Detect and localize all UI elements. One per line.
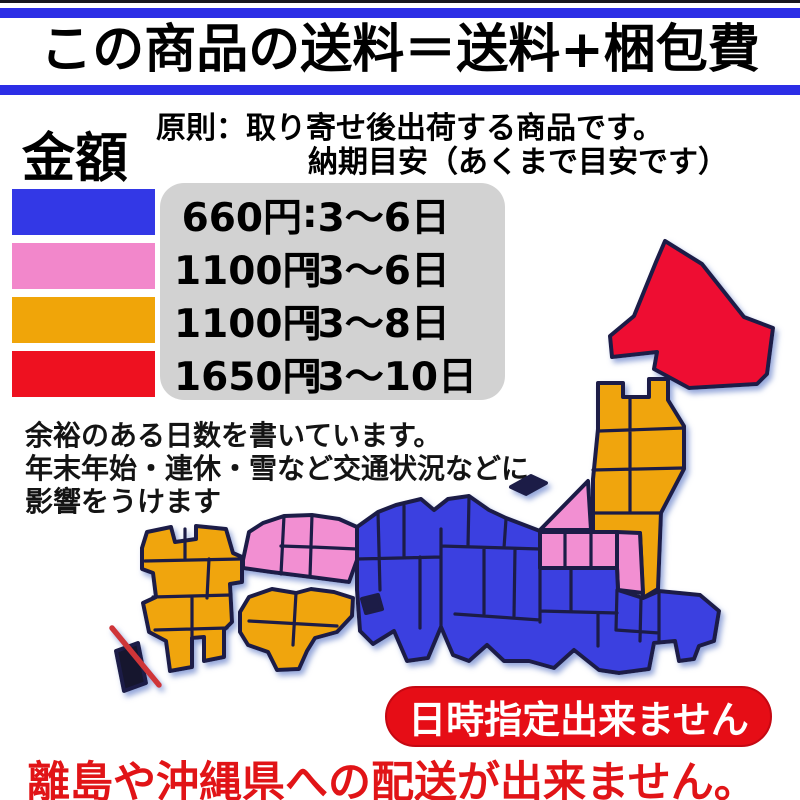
no-remote-island-warning: 離島や沖縄県への配送が出来ません。 [27, 758, 757, 800]
region-hokkaido [608, 239, 775, 390]
legend-sep-4: : [302, 351, 318, 396]
legend-row-4: 1650円:3〜10日 [174, 347, 505, 400]
legend-sep-1: : [302, 192, 318, 237]
principle-note: 原則：取り寄せ後出荷する商品です。 納期目安（あくまで目安です） [156, 112, 728, 180]
no-datetime-badge: 日時指定出来ません [385, 686, 772, 747]
blue-prefecture-borders [355, 495, 661, 648]
legend-sep-3: : [302, 298, 318, 343]
region-pink-strip [615, 530, 645, 595]
region-kanto-chubu-kinki [355, 494, 721, 675]
no-datetime-badge-text: 日時指定出来ません [408, 698, 749, 742]
legend-days-4: 3〜10日 [317, 354, 478, 400]
shikoku-prefecture-borders [247, 591, 339, 647]
region-niigata-triangle [538, 479, 593, 532]
notes-line3: 影響をうけます [25, 485, 222, 518]
legend-price-3: 1100円 [174, 301, 322, 347]
banner-blue-bar-top [0, 8, 800, 18]
legend-days-3: 3〜8日 [317, 301, 450, 347]
legend-swatch-red [12, 351, 155, 397]
legend-swatch-pink [12, 243, 155, 289]
amount-label: 金額 [22, 128, 128, 189]
principle-line1: 原則：取り寄せ後出荷する商品です。 [156, 111, 663, 146]
legend-row-2: 1100円:3〜6日 [174, 241, 505, 294]
legend-swatch-column [12, 189, 155, 405]
legend-price-1: 660円 [181, 195, 302, 241]
region-okinawa [114, 641, 148, 693]
notes-line2: 年末年始・連休・雪など交通状況などに [25, 452, 530, 485]
okinawa-cross-line [109, 625, 162, 688]
legend-swatch-orange [12, 297, 155, 343]
legend-sep-2: : [302, 245, 318, 290]
banner-blue-bar-bottom [0, 85, 800, 95]
legend-price-2: 1100円 [174, 248, 322, 294]
small-island [360, 593, 384, 615]
hokuriku-prefecture-borders [563, 530, 593, 570]
tohoku-prefecture-borders [591, 396, 686, 515]
legend-days-1: 3〜6日 [317, 195, 450, 241]
page-title: この商品の送料＝送料+梱包費 [40, 20, 760, 80]
legend-price-4: 1650円 [174, 354, 322, 400]
region-hokuriku-band [538, 530, 619, 570]
region-shikoku [238, 587, 355, 672]
sado-island [509, 474, 548, 496]
notes-line1: 余裕のある日数を書いています。 [25, 419, 442, 452]
chugoku-prefecture-borders [279, 513, 359, 579]
kyushu-prefecture-borders [143, 527, 242, 639]
region-chugoku [241, 513, 359, 584]
legend-row-3: 1100円:3〜8日 [174, 294, 505, 347]
legend-swatch-blue [12, 189, 155, 235]
legend-days-2: 3〜6日 [317, 248, 450, 294]
delivery-notes: 余裕のある日数を書いています。 年末年始・連休・雪など交通状況などに 影響をうけ… [25, 419, 529, 518]
top-border-line [0, 0, 800, 3]
legend-row-1: 660円:3〜6日 [174, 188, 505, 241]
principle-line2: 納期目安（あくまで目安です） [308, 145, 728, 180]
legend-price-box: 660円:3〜6日 1100円:3〜6日 1100円:3〜8日 1650円:3〜… [160, 183, 505, 400]
